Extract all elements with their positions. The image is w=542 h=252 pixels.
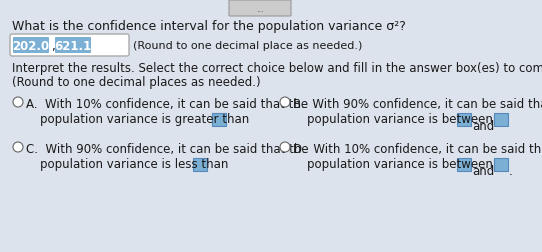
Text: C.  With 90% confidence, it can be said that the: C. With 90% confidence, it can be said t… <box>26 142 308 155</box>
Bar <box>212 113 226 126</box>
Circle shape <box>280 98 290 108</box>
Text: Interpret the results. Select the correct choice below and fill in the answer bo: Interpret the results. Select the correc… <box>12 62 542 75</box>
Text: population variance is greater than: population variance is greater than <box>40 113 249 125</box>
Text: 202.0: 202.0 <box>12 39 49 52</box>
Circle shape <box>280 142 290 152</box>
Text: population variance is between: population variance is between <box>307 113 493 125</box>
Text: ...: ... <box>256 5 264 13</box>
Text: (Round to one decimal place as needed.): (Round to one decimal place as needed.) <box>133 41 363 51</box>
Circle shape <box>13 142 23 152</box>
Text: and: and <box>472 119 494 133</box>
Text: ,: , <box>51 39 55 52</box>
Text: B.  With 90% confidence, it can be said that the: B. With 90% confidence, it can be said t… <box>293 98 542 111</box>
FancyBboxPatch shape <box>55 38 91 54</box>
Text: D.  With 10% confidence, it can be said that the: D. With 10% confidence, it can be said t… <box>293 142 542 155</box>
FancyBboxPatch shape <box>10 35 129 57</box>
Bar <box>494 158 508 171</box>
Bar <box>193 158 207 171</box>
Text: .: . <box>509 164 513 177</box>
Bar <box>457 158 471 171</box>
Text: population variance is between: population variance is between <box>307 158 493 170</box>
Text: (Round to one decimal places as needed.): (Round to one decimal places as needed.) <box>12 76 261 89</box>
Text: and: and <box>472 164 494 177</box>
Bar <box>457 113 471 126</box>
Text: population variance is less than: population variance is less than <box>40 158 228 170</box>
FancyBboxPatch shape <box>13 38 49 54</box>
Bar <box>494 113 508 126</box>
Text: What is the confidence interval for the population variance σ²?: What is the confidence interval for the … <box>12 20 406 33</box>
FancyBboxPatch shape <box>229 1 291 17</box>
Circle shape <box>13 98 23 108</box>
Text: 621.1: 621.1 <box>54 39 92 52</box>
Text: A.  With 10% confidence, it can be said that the: A. With 10% confidence, it can be said t… <box>26 98 308 111</box>
